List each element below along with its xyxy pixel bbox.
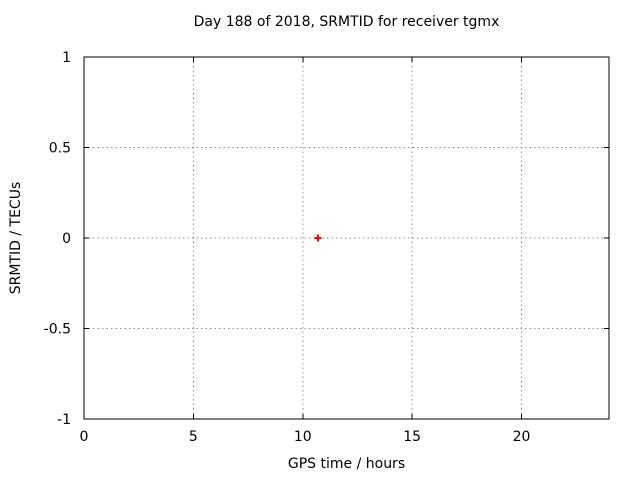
- y-tick-label: 0: [62, 231, 71, 247]
- x-axis-label: GPS time / hours: [287, 456, 406, 472]
- data-point-marker: [314, 234, 322, 242]
- x-tick-label: 15: [403, 429, 421, 445]
- x-tick-label: 10: [294, 429, 312, 445]
- y-tick-label: 0.5: [49, 141, 71, 157]
- x-tick-label: 0: [80, 429, 89, 445]
- x-tick-label: 5: [189, 429, 198, 445]
- chart-title: Day 188 of 2018, SRMTID for receiver tgm…: [193, 14, 500, 30]
- y-tick-label: 1: [62, 50, 71, 66]
- y-tick-label: -0.5: [44, 322, 71, 338]
- y-tick-label: -1: [57, 412, 71, 428]
- x-tick-label: 20: [513, 429, 531, 445]
